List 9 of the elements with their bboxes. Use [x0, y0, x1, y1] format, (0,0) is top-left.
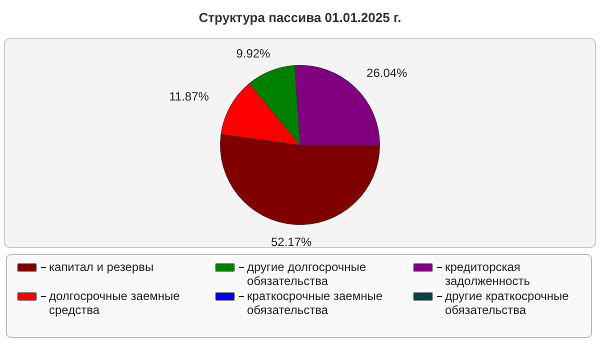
legend-label: капитал и резервы	[40, 260, 154, 274]
legend-label: другие краткосрочные обязательства	[436, 289, 593, 317]
data-label: 52.17%	[270, 234, 312, 249]
legend-label: долгосрочные заемные средства	[40, 289, 215, 317]
chart-title: Структура пассива 01.01.2025 г.	[198, 10, 402, 25]
data-label: 9.92%	[236, 46, 271, 60]
data-label: 26.04%	[366, 66, 408, 80]
data-label: 11.87%	[169, 90, 210, 104]
legend-label: краткосрочные заемные обязательства	[238, 289, 413, 317]
